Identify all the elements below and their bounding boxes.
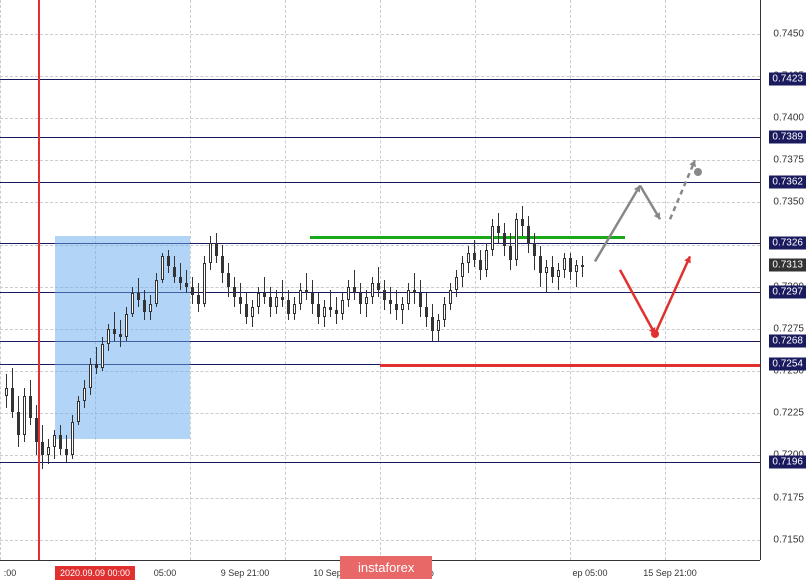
gridline-horizontal	[0, 540, 760, 541]
highlight-zone	[55, 236, 190, 438]
y-tick-label: 0.7375	[773, 155, 804, 166]
y-tick-label: 0.7350	[773, 197, 804, 208]
watermark: instaforex	[340, 556, 432, 579]
resistance-line	[310, 236, 625, 239]
price-level-label: 0.7362	[769, 176, 806, 189]
y-tick-label: 0.7450	[773, 28, 804, 39]
gridline-vertical	[475, 0, 476, 560]
gridline-vertical	[0, 0, 1, 560]
gridline-horizontal	[0, 34, 760, 35]
gridline-horizontal	[0, 202, 760, 203]
price-level-label: 0.7297	[769, 285, 806, 298]
current-price-label: 0.7313	[769, 258, 806, 271]
x-tick-label-highlighted: 2020.09.09 00:00	[55, 566, 135, 580]
x-tick-label: 15 Sep 21:00	[643, 568, 697, 578]
x-tick-label: ep 05:00	[572, 568, 607, 578]
price-level-label: 0.7326	[769, 236, 806, 249]
y-tick-label: 0.7150	[773, 534, 804, 545]
y-axis: 0.71500.71750.72000.72250.72500.72750.73…	[760, 0, 808, 560]
x-tick-label: 05:00	[154, 568, 177, 578]
gridline-vertical	[190, 0, 191, 560]
y-tick-label: 0.7400	[773, 113, 804, 124]
price-level-line	[0, 462, 760, 463]
gridline-vertical	[285, 0, 286, 560]
price-level-label: 0.7254	[769, 358, 806, 371]
gridline-horizontal	[0, 160, 760, 161]
chart-area	[0, 0, 760, 560]
support-line	[380, 364, 760, 367]
x-tick-label: 9 Sep 21:00	[221, 568, 270, 578]
gridline-horizontal	[0, 498, 760, 499]
y-tick-label: 0.7225	[773, 408, 804, 419]
gridline-vertical	[380, 0, 381, 560]
gridline-vertical	[570, 0, 571, 560]
price-level-label: 0.7423	[769, 73, 806, 86]
price-level-line	[0, 182, 760, 183]
y-tick-label: 0.7275	[773, 323, 804, 334]
session-start-line	[38, 0, 40, 560]
price-level-line	[0, 137, 760, 138]
gridline-horizontal	[0, 455, 760, 456]
y-tick-label: 0.7175	[773, 492, 804, 503]
price-level-label: 0.7268	[769, 334, 806, 347]
price-level-label: 0.7196	[769, 456, 806, 469]
gridline-horizontal	[0, 118, 760, 119]
gridline-horizontal	[0, 76, 760, 77]
price-level-line	[0, 79, 760, 80]
x-tick-label: :00	[4, 568, 17, 578]
gridline-vertical	[665, 0, 666, 560]
price-level-label: 0.7389	[769, 130, 806, 143]
